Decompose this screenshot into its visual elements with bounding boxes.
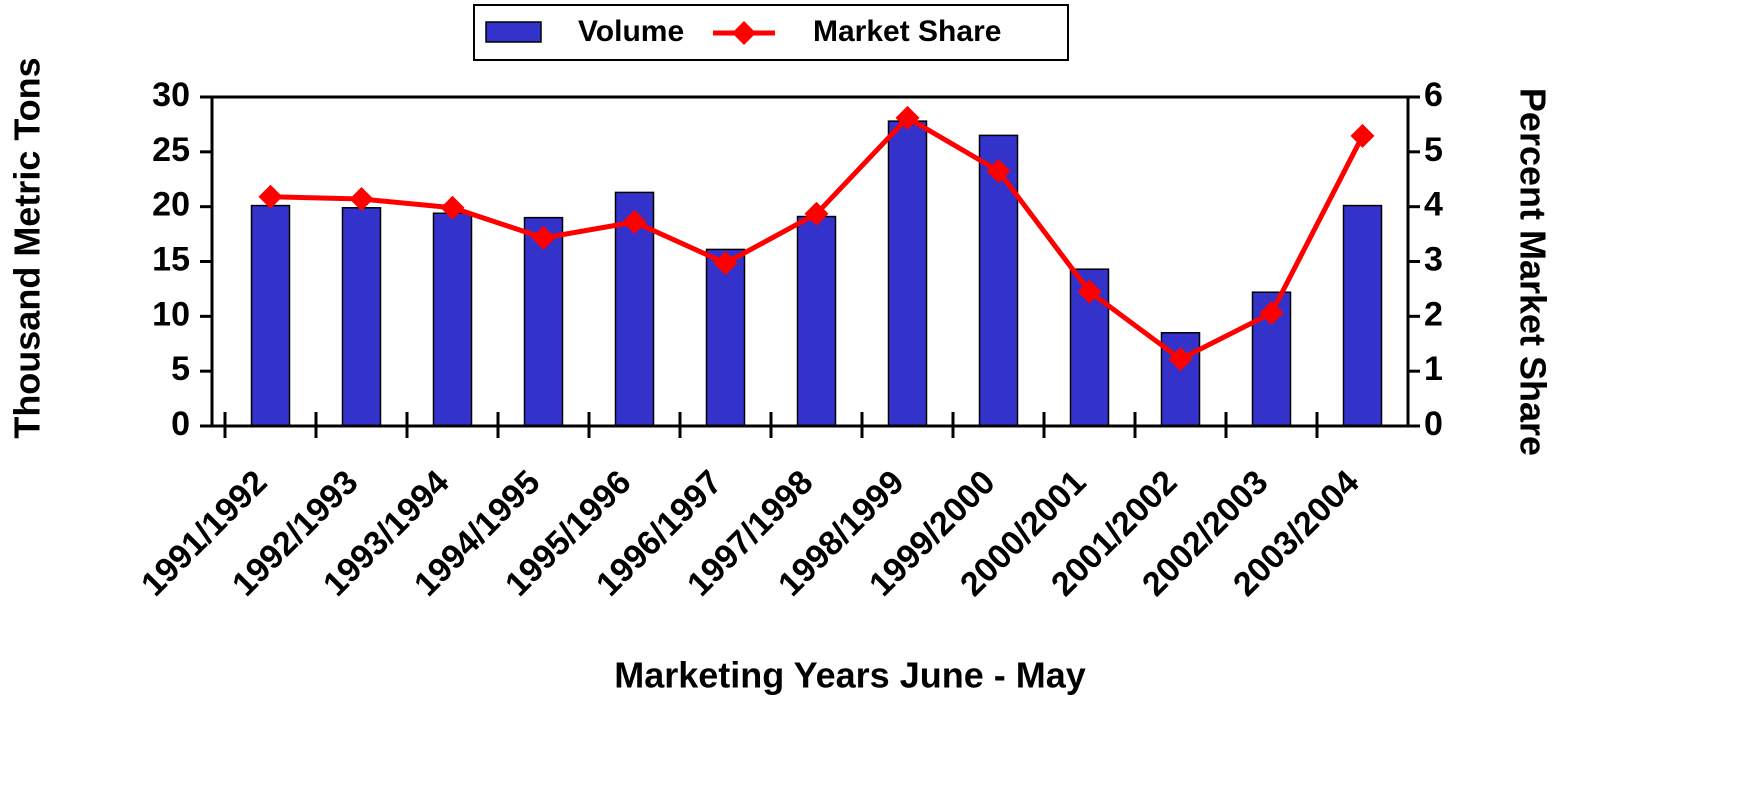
bar xyxy=(341,207,382,427)
y-tick-label: 15 xyxy=(152,240,190,278)
y2-tick-label: 2 xyxy=(1424,295,1443,333)
y2-tick-label: 0 xyxy=(1424,405,1443,443)
marker xyxy=(531,225,556,250)
marker xyxy=(1168,347,1193,372)
legend-label: Market Share xyxy=(813,15,1001,48)
y-tick-label: 30 xyxy=(152,76,190,114)
bar xyxy=(523,216,564,427)
y2-tick-label: 4 xyxy=(1424,186,1443,224)
y2-axis-title: Percent Market Share xyxy=(1512,88,1553,456)
marker xyxy=(622,210,647,235)
y2-tick-label: 3 xyxy=(1424,240,1443,278)
y2-tick-label: 1 xyxy=(1424,350,1443,388)
y-tick-label: 0 xyxy=(171,405,190,443)
marker xyxy=(1350,123,1375,148)
legend-swatch xyxy=(485,21,542,43)
bar xyxy=(705,248,746,427)
y-tick-label: 5 xyxy=(171,350,190,388)
marker xyxy=(895,105,920,130)
bar xyxy=(796,215,837,427)
bar xyxy=(887,120,928,427)
bar xyxy=(1342,204,1383,427)
y-tick-label: 25 xyxy=(152,131,190,169)
y-tick-label: 10 xyxy=(152,295,190,333)
marker xyxy=(804,201,829,226)
legend-label: Volume xyxy=(578,15,684,48)
legend-marker xyxy=(732,21,756,45)
y-tick-label: 20 xyxy=(152,186,190,224)
x-axis-title: Marketing Years June - May xyxy=(614,655,1086,696)
marker xyxy=(258,184,283,209)
y2-tick-label: 5 xyxy=(1424,131,1443,169)
marker xyxy=(986,159,1011,184)
bar xyxy=(250,204,291,427)
y2-tick-label: 6 xyxy=(1424,76,1443,114)
y-axis-title: Thousand Metric Tons xyxy=(7,57,48,438)
marker xyxy=(440,195,465,220)
marker xyxy=(713,251,738,276)
marker xyxy=(1077,279,1102,304)
marker xyxy=(349,186,374,211)
marker xyxy=(1259,301,1284,326)
bar xyxy=(432,212,473,427)
